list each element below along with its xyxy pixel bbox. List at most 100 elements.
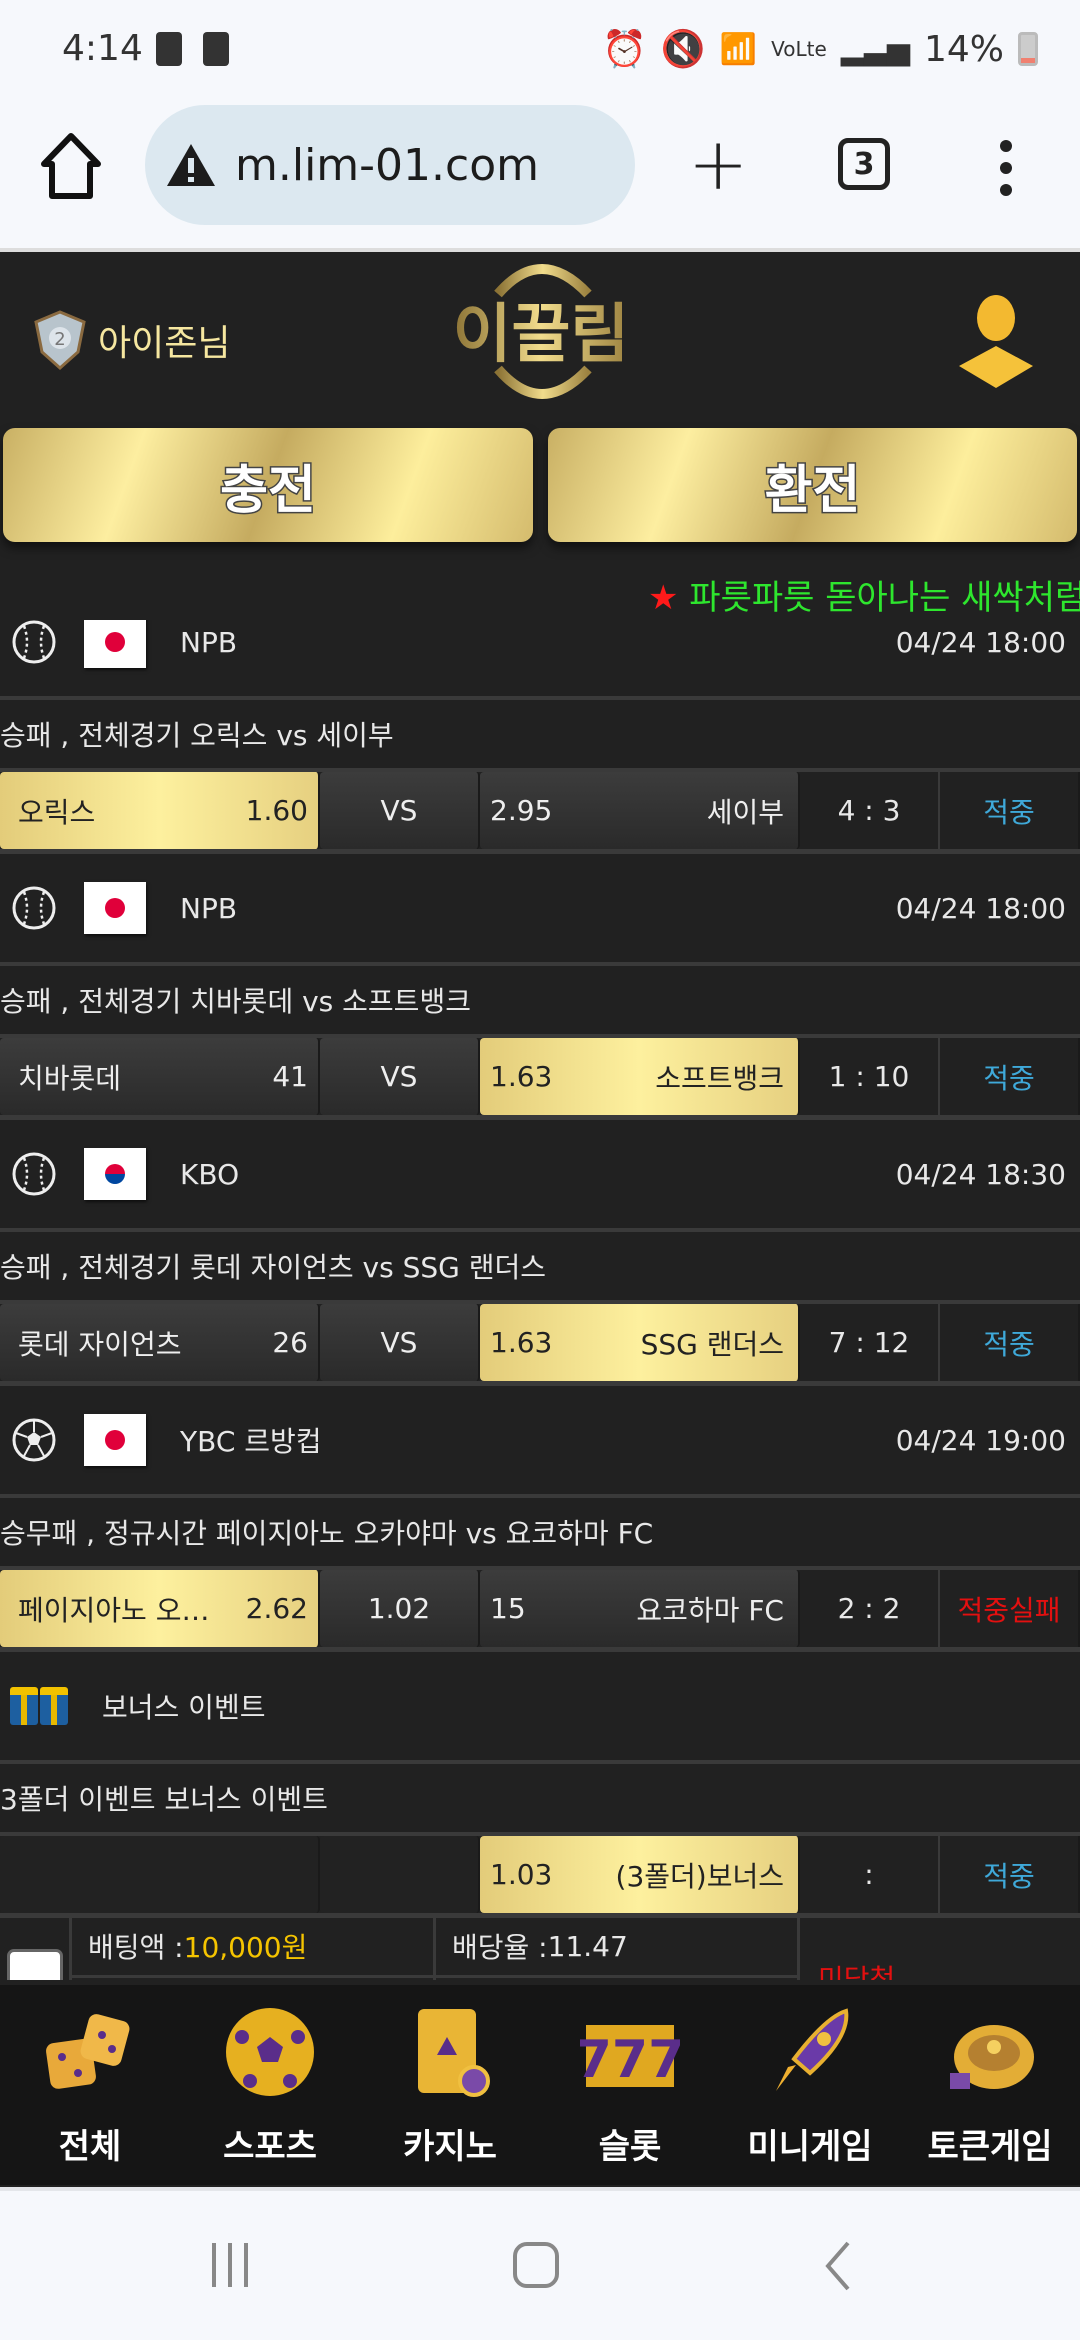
result-status: 적중 [983,1327,1035,1361]
browser-toolbar: m.lim-01.com + 3 [0,100,1080,252]
draw-odds-cell[interactable]: VS [320,1038,480,1115]
market-title: 승패 , 전체경기 롯데 자이언츠 vs SSG 랜더스 [0,1251,547,1284]
away-team: 요코하마 FC [636,1593,784,1627]
nav-item-4[interactable]: 미니게임 [720,1985,900,2185]
nav-item-5[interactable]: 토큰게임 [900,1985,1080,2185]
japan-flag-icon [84,1414,146,1466]
exchange-button[interactable]: 환전 [548,428,1077,542]
battery-percent: 14% [923,28,1004,70]
warning-icon[interactable] [165,142,217,188]
notice-ticker: ★ 파릇파릇 돋아나는 새싹처럼 [648,570,1080,619]
new-tab-button[interactable]: + [688,122,749,206]
nav-item-3[interactable]: 777 슬롯 [540,1985,720,2185]
nav-label: 스포츠 [223,2127,317,2167]
select-checkbox[interactable] [6,1948,63,1980]
home-odds-cell[interactable]: 페이지아노 오… 2.62 [0,1570,320,1647]
gift-icon [10,1687,68,1725]
market-title: 3폴더 이벤트 보너스 이벤트 [0,1783,328,1816]
score: 7 : 12 [828,1326,910,1359]
japan-flag-icon [84,882,146,934]
url-text[interactable]: m.lim-01.com [235,139,539,191]
back-button[interactable] [822,2241,852,2291]
level-badge-icon: 2 [34,310,86,371]
result-status: 적중 [983,795,1035,829]
korea-flag-icon [84,1148,146,1200]
charge-button[interactable]: 충전 [3,428,533,542]
score-cell: 1 : 10 [800,1038,940,1115]
more-menu-icon[interactable] [1000,140,1012,206]
username: 아이존님 [98,323,231,364]
ticker-text: 파릇파릇 돋아나는 새싹처럼 [689,578,1080,618]
score-cell: 4 : 3 [800,772,940,849]
score: 4 : 3 [837,794,901,827]
result-cell: 적중실패 [940,1570,1080,1647]
draw-odds-cell[interactable] [320,1836,480,1913]
away-odds-cell[interactable]: 2.95 세이부 [480,772,800,849]
away-team: SSG 랜더스 [640,1327,784,1361]
roulette-icon [940,2007,1040,2097]
odds-row: 치바롯데 41 VS 1.63 소프트뱅크 1 : 10 적중 [0,1038,1080,1120]
home-odds: 1.60 [245,794,308,827]
away-odds: 1.63 [490,1060,553,1093]
status-bar: 4:14 ⏰ 🔇 📶 VoLte ▂▃▅ 14% [0,0,1080,100]
status-time: 4:14 [62,28,143,69]
game-title: 3폴더 이벤트 보너스 이벤트 [0,1764,1080,1836]
market-title: 승패 , 전체경기 오릭스 vs 세이부 [0,719,394,752]
draw-odds-cell[interactable]: VS [320,772,480,849]
home-nav-button[interactable] [512,2241,562,2291]
soccer-ball-icon [220,2007,320,2097]
alarm-icon: ⏰ [602,29,647,70]
draw-odds-cell[interactable]: VS [320,1304,480,1381]
away-odds-cell[interactable]: 1.03 (3폴더)보너스 [480,1836,800,1913]
market-title: 승패 , 전체경기 치바롯데 vs 소프트뱅크 [0,985,471,1018]
score: 1 : 10 [828,1060,910,1093]
away-team: (3폴더)보너스 [615,1859,784,1893]
odds-row: 1.03 (3폴더)보너스 : 적중 [0,1836,1080,1918]
draw-odds: VS [380,794,418,827]
away-odds-cell[interactable]: 1.63 SSG 랜더스 [480,1304,800,1381]
odds-row: 롯데 자이언츠 26 VS 1.63 SSG 랜더스 7 : 12 적중 [0,1304,1080,1386]
japan-flag-icon [84,620,146,668]
away-odds-cell[interactable]: 15 요코하마 FC [480,1570,800,1647]
game-time: 04/24 18:00 [895,625,1066,659]
bet-summary: 배팅액 : 10,000원 배당율 : 11.47 예상적중 : 114,700… [0,1918,1080,1980]
home-icon[interactable] [40,132,102,202]
draw-odds-cell[interactable]: 1.02 [320,1570,480,1647]
nav-item-0[interactable]: 전체 [0,1985,180,2185]
draw-odds: VS [380,1060,418,1093]
nav-label: 미니게임 [747,2127,873,2167]
home-odds-cell[interactable] [0,1836,320,1913]
market-title: 승무패 , 정규시간 페이지아노 오카야마 vs 요코하마 FC [0,1517,654,1550]
away-odds: 1.63 [490,1326,553,1359]
nav-item-1[interactable]: 스포츠 [180,1985,360,2185]
site-logo[interactable]: 이끌림 [438,254,644,404]
home-team: 치바롯데 [18,1061,122,1095]
star-icon: ★ [648,578,679,618]
away-odds-cell[interactable]: 1.63 소프트뱅크 [480,1038,800,1115]
game-title: 승패 , 전체경기 오릭스 vs 세이부 [0,700,1080,772]
result-status: 적중 [983,1859,1035,1893]
home-odds-cell[interactable]: 롯데 자이언츠 26 [0,1304,320,1381]
tab-count-button[interactable]: 3 [838,138,890,190]
volte-icon: VoLte [771,37,827,61]
league-name: NPB [180,625,238,659]
wifi-icon: 📶 [719,31,758,67]
user-info[interactable]: 2 아이존님 [30,308,230,372]
league-name: NPB [180,891,238,925]
home-odds-cell[interactable]: 오릭스 1.60 [0,772,320,849]
address-bar[interactable]: m.lim-01.com [145,105,635,225]
recents-button[interactable] [210,2241,250,2289]
nav-item-2[interactable]: 카지노 [360,1985,540,2185]
user-profile-icon[interactable] [955,294,1037,388]
baseball-icon [10,1149,58,1199]
draw-odds: VS [380,1326,418,1359]
result-cell: 적중 [940,1304,1080,1381]
game-title: 승패 , 전체경기 롯데 자이언츠 vs SSG 랜더스 [0,1232,1080,1304]
score: : [864,1858,874,1891]
mute-icon: 🔇 [660,29,706,70]
game-header: KBO 04/24 18:30 [0,1120,1080,1232]
svg-text:2: 2 [54,329,65,350]
home-odds-cell[interactable]: 치바롯데 41 [0,1038,320,1115]
bet-status: 미당첨 [818,1962,896,1981]
league-name: YBC 르방컵 [180,1425,322,1458]
